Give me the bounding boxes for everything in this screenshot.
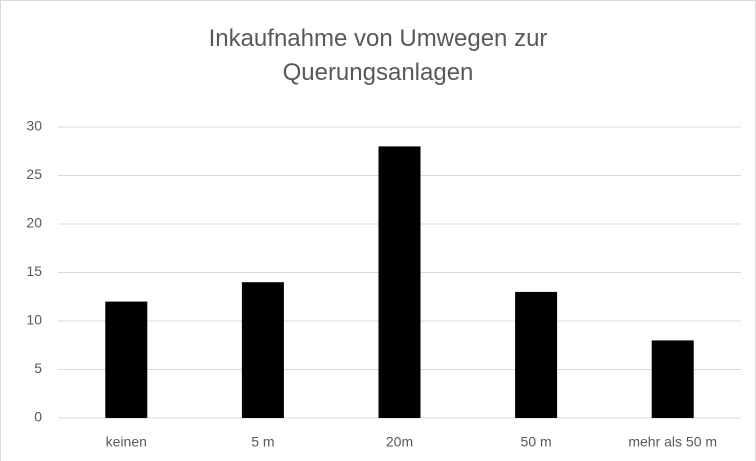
x-tick-label: 20m xyxy=(386,434,413,450)
bar xyxy=(378,146,421,418)
bar xyxy=(651,340,694,418)
y-tick-label: 0 xyxy=(34,409,42,425)
x-tick-label: mehr als 50 m xyxy=(628,434,717,450)
chart-title: Inkaufnahme von Umwegen zur Querungsanla… xyxy=(208,25,548,86)
bar xyxy=(241,282,284,418)
bar xyxy=(105,301,148,418)
x-tick-label: 5 m xyxy=(251,434,274,450)
y-tick-label: 25 xyxy=(26,166,42,182)
x-tick-label: keinen xyxy=(106,434,147,450)
y-tick-label: 5 xyxy=(34,360,42,376)
y-tick-label: 30 xyxy=(26,118,42,134)
x-tick-label: 50 m xyxy=(521,434,552,450)
y-tick-label: 10 xyxy=(26,312,42,328)
y-tick-label: 15 xyxy=(26,263,42,279)
bar xyxy=(515,291,558,418)
y-tick-label: 20 xyxy=(26,215,42,231)
